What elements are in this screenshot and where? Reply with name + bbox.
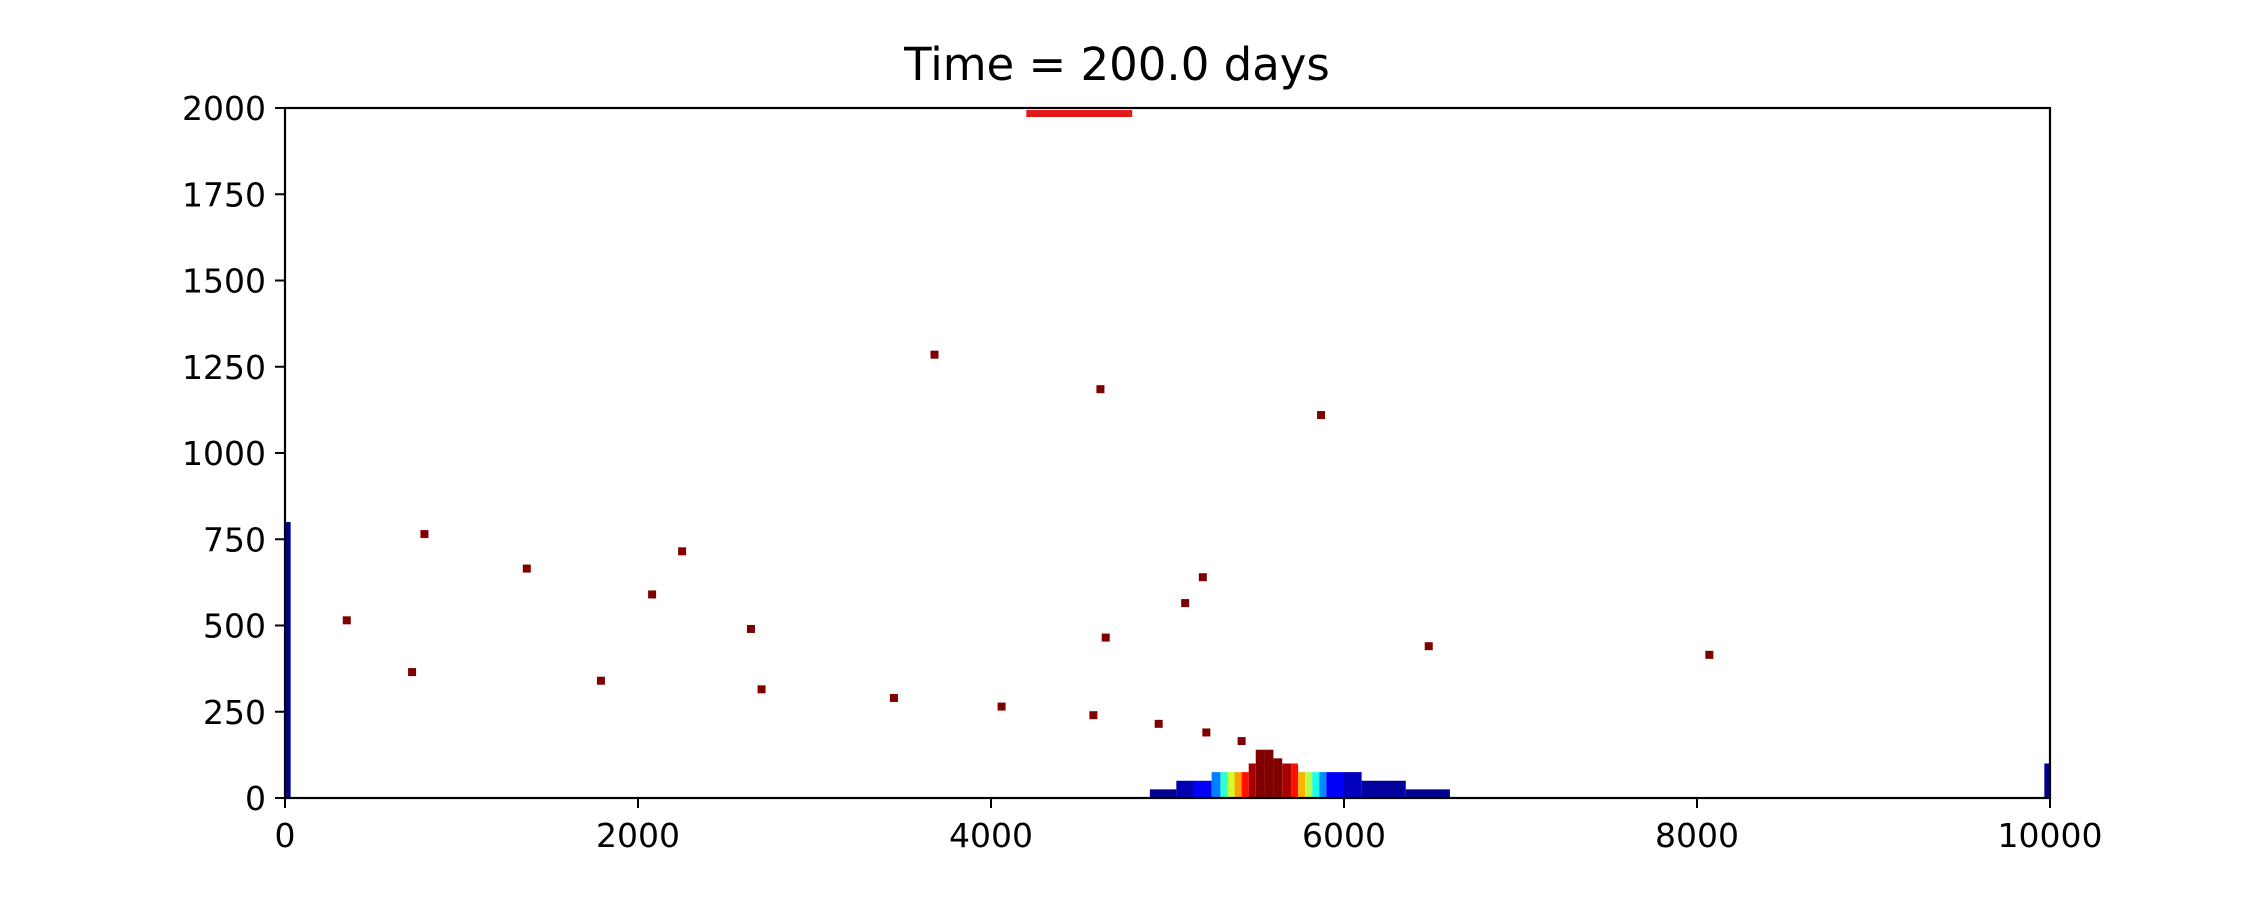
particle-9 xyxy=(342,616,351,625)
particle-6 xyxy=(1198,573,1207,582)
plume-cell-8 xyxy=(1248,763,1256,798)
particle-17 xyxy=(889,693,898,702)
plume-cell-17 xyxy=(1319,772,1327,798)
particle-16 xyxy=(757,685,766,694)
plume-cell-13 xyxy=(1291,763,1299,798)
y-tick-label: 1250 xyxy=(182,348,266,387)
plume-cell-7 xyxy=(1241,772,1249,798)
particle-21 xyxy=(1202,728,1211,737)
plume-cell-3 xyxy=(1211,772,1221,798)
x-tick-label: 4000 xyxy=(949,816,1033,855)
plume-cell-5 xyxy=(1227,772,1235,798)
plume-cell-11 xyxy=(1273,758,1283,798)
plot-frame xyxy=(283,106,2052,800)
plot-area xyxy=(285,110,2050,798)
plume-cell-20 xyxy=(1361,780,1406,798)
particle-19 xyxy=(1089,711,1098,720)
plume-cell-14 xyxy=(1298,772,1306,798)
edge-strip-0 xyxy=(285,522,291,798)
particle-3 xyxy=(420,530,429,539)
x-tick-label: 8000 xyxy=(1655,816,1739,855)
particle-12 xyxy=(1424,642,1433,651)
plume-cell-21 xyxy=(1405,789,1450,798)
edge-strip-1 xyxy=(2044,763,2050,798)
y-tick-label: 2000 xyxy=(182,89,266,128)
particle-8 xyxy=(1181,599,1190,608)
particle-18 xyxy=(997,702,1006,711)
particle-0 xyxy=(930,350,939,359)
source-bar xyxy=(1026,110,1133,117)
plume-cell-2 xyxy=(1193,780,1212,798)
particle-15 xyxy=(596,676,605,685)
particle-11 xyxy=(1101,633,1110,642)
x-tick-label: 6000 xyxy=(1302,816,1386,855)
x-tick-label: 2000 xyxy=(596,816,680,855)
particle-20 xyxy=(1154,719,1163,728)
particle-2 xyxy=(1317,411,1326,420)
y-tick-label: 750 xyxy=(203,520,266,559)
plume-cell-15 xyxy=(1305,772,1313,798)
x-tick-label: 10000 xyxy=(1998,816,2103,855)
chart-title: Time = 200.0 days xyxy=(903,38,1330,91)
particle-4 xyxy=(678,547,687,556)
x-axis: 0 2000 4000 6000 8000 10000 xyxy=(275,798,2103,855)
particle-13 xyxy=(1705,650,1714,659)
y-tick-label: 0 xyxy=(245,779,266,818)
plume-cell-19 xyxy=(1344,772,1362,798)
plume-cell-1 xyxy=(1176,780,1194,798)
y-tick-label: 1750 xyxy=(182,175,266,214)
y-tick-label: 1500 xyxy=(182,262,266,301)
plume-cell-9 xyxy=(1255,749,1265,798)
plume-cell-18 xyxy=(1326,772,1344,798)
particle-1 xyxy=(1096,385,1105,394)
y-tick-label: 250 xyxy=(203,693,266,732)
particle-7 xyxy=(648,590,657,599)
y-axis: 0 250 500 750 1000 1250 1500 1750 2000 xyxy=(182,89,285,818)
plume-cell-16 xyxy=(1312,772,1320,798)
x-tick-label: 0 xyxy=(275,816,296,855)
y-tick-label: 500 xyxy=(203,607,266,646)
plume-cell-4 xyxy=(1220,772,1228,798)
particle-10 xyxy=(746,624,755,633)
plume-cell-10 xyxy=(1264,749,1274,798)
y-tick-label: 1000 xyxy=(182,434,266,473)
particle-5 xyxy=(522,564,531,573)
plume-cell-12 xyxy=(1282,763,1292,798)
particle-22 xyxy=(1237,737,1246,746)
particle-14 xyxy=(408,668,417,677)
plume-cell-0 xyxy=(1149,789,1177,798)
plume-cell-6 xyxy=(1234,772,1242,798)
